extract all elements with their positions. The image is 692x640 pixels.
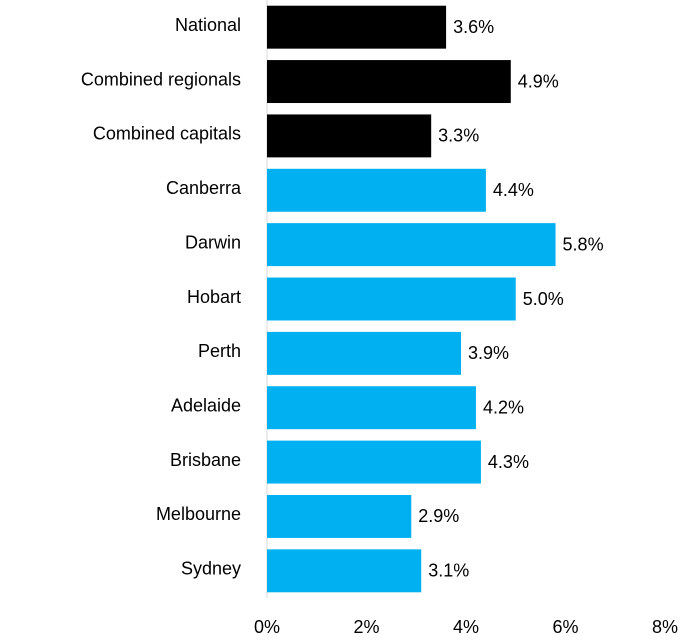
bar xyxy=(267,114,432,158)
value-label: 2.9% xyxy=(418,506,459,526)
bar xyxy=(267,549,422,593)
y-tick-label: Sydney xyxy=(181,559,241,579)
y-tick-label: Brisbane xyxy=(170,450,241,470)
bar xyxy=(267,494,412,538)
y-tick-label: Combined regionals xyxy=(81,69,241,89)
x-tick-label: 6% xyxy=(552,617,578,637)
bar xyxy=(267,440,481,484)
value-label: 4.3% xyxy=(488,452,529,472)
y-tick-label: Adelaide xyxy=(171,395,241,415)
x-tick-label: 4% xyxy=(453,617,479,637)
value-label: 3.1% xyxy=(428,561,469,581)
y-tick-label: Melbourne xyxy=(156,504,241,524)
value-label: 3.3% xyxy=(438,126,479,146)
y-tick-label: Canberra xyxy=(166,178,242,198)
x-tick-label: 2% xyxy=(353,617,379,637)
y-tick-label: Hobart xyxy=(187,287,241,307)
value-label: 5.8% xyxy=(563,234,604,254)
bar xyxy=(267,331,462,375)
bar xyxy=(267,223,556,267)
y-tick-label: Darwin xyxy=(185,232,241,252)
bar xyxy=(267,386,476,430)
value-label: 4.2% xyxy=(483,397,524,417)
bar xyxy=(267,60,511,104)
value-label: 3.6% xyxy=(453,17,494,37)
x-tick-label: 8% xyxy=(652,617,678,637)
x-tick-label: 0% xyxy=(254,617,280,637)
value-label: 5.0% xyxy=(523,289,564,309)
value-label: 4.9% xyxy=(518,71,559,91)
value-label: 4.4% xyxy=(493,180,534,200)
bar xyxy=(267,168,486,212)
y-tick-label: Combined capitals xyxy=(93,124,241,144)
y-tick-label: Perth xyxy=(198,341,241,361)
bar xyxy=(267,277,516,321)
y-tick-label: National xyxy=(175,15,241,35)
bar xyxy=(267,5,447,49)
value-label: 3.9% xyxy=(468,343,509,363)
